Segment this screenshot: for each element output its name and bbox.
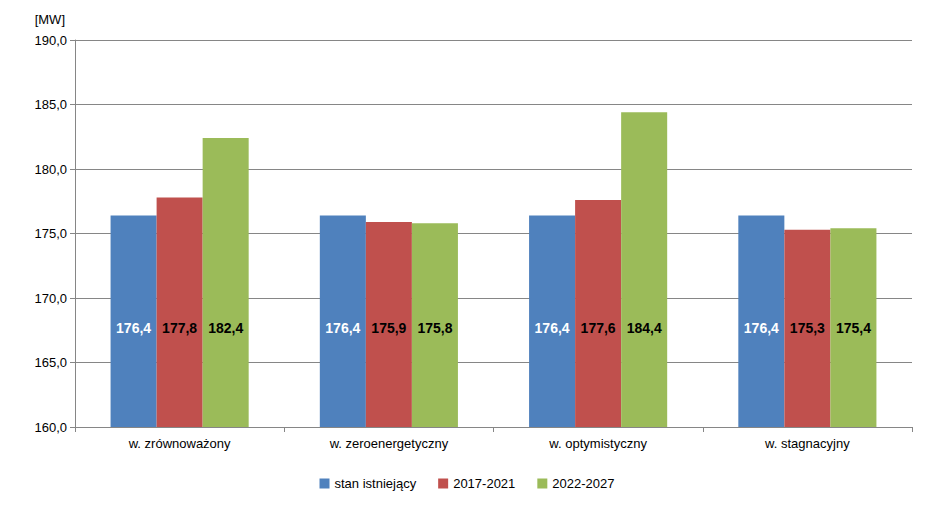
svg-text:185,0: 185,0 — [34, 97, 67, 112]
svg-text:w. zeroenergetyczny: w. zeroenergetyczny — [329, 436, 449, 451]
svg-text:180,0: 180,0 — [34, 162, 67, 177]
svg-text:w. optymistyczny: w. optymistyczny — [548, 436, 647, 451]
svg-text:160,0: 160,0 — [34, 420, 67, 435]
svg-text:170,0: 170,0 — [34, 291, 67, 306]
svg-text:176,4: 176,4 — [325, 320, 360, 336]
svg-text:175,9: 175,9 — [371, 320, 406, 336]
svg-text:w. stagnacyjny: w. stagnacyjny — [764, 436, 850, 451]
svg-text:w. zrównoważony: w. zrównoważony — [128, 436, 231, 451]
svg-text:2017-2021: 2017-2021 — [453, 476, 515, 491]
svg-text:182,4: 182,4 — [208, 320, 243, 336]
svg-text:176,4: 176,4 — [744, 320, 779, 336]
svg-text:2022-2027: 2022-2027 — [552, 476, 614, 491]
svg-text:190,0: 190,0 — [34, 33, 67, 48]
svg-text:177,8: 177,8 — [162, 320, 197, 336]
svg-text:stan istniejący: stan istniejący — [335, 476, 417, 491]
svg-text:176,4: 176,4 — [116, 320, 151, 336]
svg-text:175,8: 175,8 — [417, 320, 452, 336]
svg-text:165,0: 165,0 — [34, 355, 67, 370]
svg-text:175,3: 175,3 — [790, 320, 825, 336]
svg-text:177,6: 177,6 — [581, 320, 616, 336]
svg-text:184,4: 184,4 — [627, 320, 662, 336]
svg-text:176,4: 176,4 — [535, 320, 570, 336]
svg-text:175,0: 175,0 — [34, 226, 67, 241]
svg-text:[MW]: [MW] — [35, 12, 65, 27]
svg-text:175,4: 175,4 — [836, 320, 871, 336]
